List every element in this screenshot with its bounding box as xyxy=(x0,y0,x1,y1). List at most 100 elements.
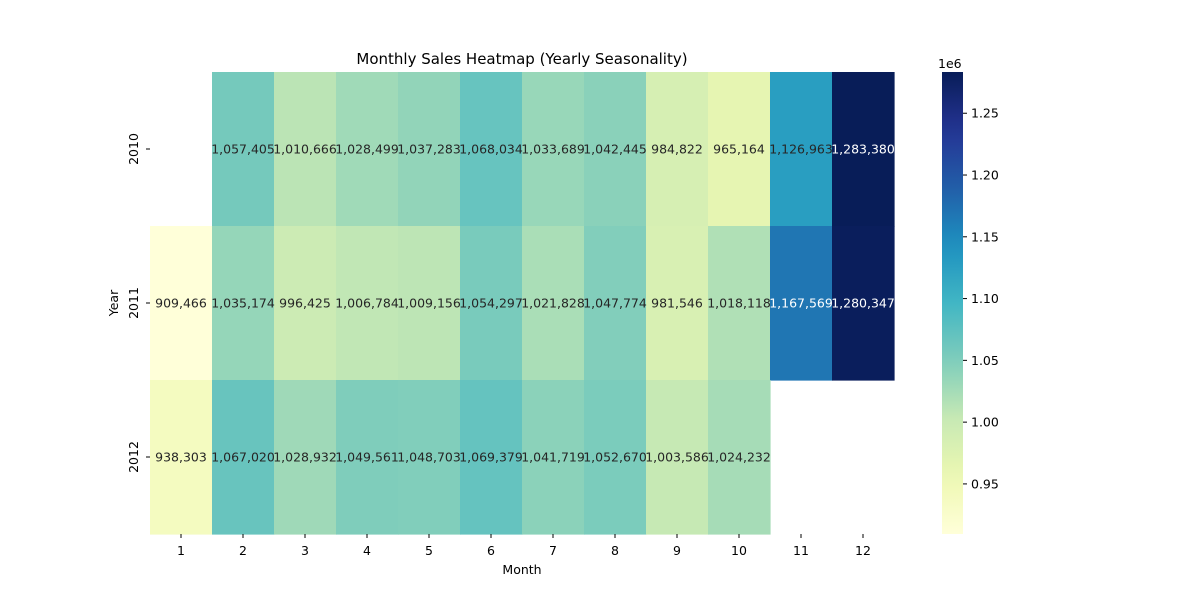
colorbar-tick-label: 1.20 xyxy=(971,168,999,183)
colorbar-gradient xyxy=(942,72,963,534)
cell-value-label: 984,822 xyxy=(651,142,703,157)
heatmap-cell xyxy=(522,226,585,381)
heatmap-cells xyxy=(150,72,895,535)
heatmap-cell xyxy=(584,380,647,535)
chart-title: Monthly Sales Heatmap (Yearly Seasonalit… xyxy=(356,50,687,68)
cell-value-label: 1,167,569 xyxy=(769,296,833,311)
colorbar-tick-label: 0.95 xyxy=(971,476,999,491)
heatmap-cell xyxy=(274,380,337,535)
y-axis-label: Year xyxy=(106,289,121,317)
x-tick-label: 4 xyxy=(363,543,371,558)
cell-value-label: 1,037,283 xyxy=(397,142,461,157)
heatmap-cell xyxy=(274,226,337,381)
x-tick-label: 12 xyxy=(855,543,871,558)
colorbar-offset-label: 1e6 xyxy=(938,56,962,71)
cell-value-label: 1,052,670 xyxy=(583,450,647,465)
x-tick-label: 7 xyxy=(549,543,557,558)
heatmap-cell xyxy=(398,72,461,227)
cell-value-label: 996,425 xyxy=(279,296,331,311)
x-tick-label: 10 xyxy=(731,543,747,558)
cell-value-label: 1,042,445 xyxy=(583,142,647,157)
heatmap-cell xyxy=(522,72,585,227)
cell-value-label: 1,067,020 xyxy=(211,450,275,465)
cell-value-label: 1,003,586 xyxy=(645,450,709,465)
cell-value-label: 1,021,828 xyxy=(521,296,585,311)
colorbar-tick-label: 1.25 xyxy=(971,106,999,121)
heatmap-cell xyxy=(832,226,895,381)
cell-value-label: 1,068,034 xyxy=(459,142,523,157)
heatmap-cell xyxy=(212,72,275,227)
x-axis-label: Month xyxy=(502,562,541,577)
x-tick-label: 5 xyxy=(425,543,433,558)
colorbar-tick-label: 1.05 xyxy=(971,353,999,368)
heatmap-cell xyxy=(584,72,647,227)
heatmap-cell xyxy=(336,72,399,227)
heatmap-cell xyxy=(212,380,275,535)
cell-value-label: 1,126,963 xyxy=(769,142,833,157)
x-tick-label: 2 xyxy=(239,543,247,558)
heatmap-cell xyxy=(398,226,461,381)
y-tick-label: 2012 xyxy=(126,441,141,473)
y-axis-ticks: 2010 2011 2012 xyxy=(126,133,150,473)
cell-value-label: 1,069,379 xyxy=(459,450,523,465)
heatmap-cell xyxy=(460,226,523,381)
heatmap-cell xyxy=(646,72,709,227)
heatmap-cell xyxy=(646,380,709,535)
colorbar-tick-label: 1.15 xyxy=(971,229,999,244)
heatmap-cell xyxy=(770,72,833,227)
cell-value-label: 1,057,405 xyxy=(211,142,275,157)
colorbar-tick-label: 1.00 xyxy=(971,415,999,430)
y-tick-label: 2010 xyxy=(126,133,141,165)
cell-value-label: 1,035,174 xyxy=(211,296,275,311)
x-axis-ticks: 1 2 3 4 5 6 7 8 9 10 11 12 xyxy=(177,534,871,558)
cell-value-label: 1,048,703 xyxy=(397,450,461,465)
x-tick-label: 1 xyxy=(177,543,185,558)
heatmap-cell xyxy=(584,226,647,381)
heatmap-cell xyxy=(522,380,585,535)
cell-value-label: 1,041,719 xyxy=(521,450,585,465)
heatmap-cell xyxy=(708,226,771,381)
heatmap-cell xyxy=(274,72,337,227)
cell-value-label: 1,054,297 xyxy=(459,296,523,311)
cell-value-label: 1,009,156 xyxy=(397,296,461,311)
colorbar: 0.95 1.00 1.05 1.10 1.15 1.20 1.25 1e6 xyxy=(938,56,999,534)
heatmap-cell xyxy=(398,380,461,535)
heatmap-cell xyxy=(150,226,213,381)
heatmap-cell xyxy=(708,380,771,535)
cell-value-label: 938,303 xyxy=(155,450,207,465)
colorbar-ticks: 0.95 1.00 1.05 1.10 1.15 1.20 1.25 xyxy=(963,106,999,491)
cell-value-label: 1,024,232 xyxy=(707,450,771,465)
heatmap-cell xyxy=(212,226,275,381)
cell-value-label: 1,280,347 xyxy=(831,296,895,311)
x-tick-label: 3 xyxy=(301,543,309,558)
x-tick-label: 11 xyxy=(793,543,809,558)
heatmap-cell-labels: 1,057,4051,010,6661,028,4991,037,2831,06… xyxy=(155,142,895,465)
cell-value-label: 1,018,118 xyxy=(707,296,771,311)
heatmap-cell xyxy=(708,72,771,227)
cell-value-label: 1,049,561 xyxy=(335,450,399,465)
cell-value-label: 1,028,932 xyxy=(273,450,337,465)
heatmap-cell xyxy=(646,226,709,381)
heatmap-cell xyxy=(832,72,895,227)
heatmap-cell xyxy=(770,226,833,381)
cell-value-label: 1,283,380 xyxy=(831,142,895,157)
heatmap-cell xyxy=(336,380,399,535)
cell-value-label: 1,010,666 xyxy=(273,142,337,157)
heatmap-cell xyxy=(336,226,399,381)
heatmap-cell xyxy=(460,72,523,227)
x-tick-label: 6 xyxy=(487,543,495,558)
cell-value-label: 909,466 xyxy=(155,296,207,311)
x-tick-label: 9 xyxy=(673,543,681,558)
cell-value-label: 965,164 xyxy=(713,142,765,157)
x-tick-label: 8 xyxy=(611,543,619,558)
colorbar-tick-label: 1.10 xyxy=(971,291,999,306)
cell-value-label: 1,033,689 xyxy=(521,142,585,157)
cell-value-label: 1,028,499 xyxy=(335,142,399,157)
cell-value-label: 1,047,774 xyxy=(583,296,647,311)
cell-value-label: 981,546 xyxy=(651,296,703,311)
cell-value-label: 1,006,784 xyxy=(335,296,399,311)
heatmap-cell xyxy=(460,380,523,535)
heatmap-cell xyxy=(150,380,213,535)
y-tick-label: 2011 xyxy=(126,287,141,319)
